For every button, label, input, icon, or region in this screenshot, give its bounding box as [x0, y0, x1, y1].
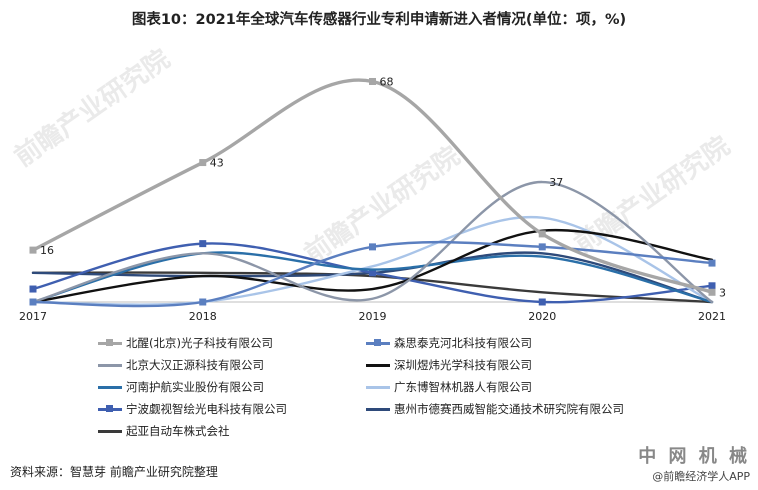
data-point: [199, 159, 207, 167]
legend-item: 森思泰克河北科技有限公司: [366, 334, 532, 352]
x-tick-label: 2017: [19, 310, 47, 323]
legend-swatch: [366, 385, 390, 389]
legend-item: 起亚自动车株式会社: [98, 422, 230, 440]
legend-swatch: [98, 385, 122, 389]
legend-label: 河南护航实业股份有限公司: [126, 380, 264, 394]
brand-logo: 中 网 机 械 @前瞻经济学人APP: [638, 442, 750, 484]
series-line: [31, 251, 714, 304]
legend-swatch: [98, 405, 122, 412]
x-tick-label: 2019: [359, 310, 387, 323]
x-tick-label: 2018: [189, 310, 217, 323]
legend-swatch: [366, 407, 390, 411]
legend-swatch: [98, 429, 122, 433]
data-point: [369, 77, 376, 85]
series-line: [31, 228, 714, 304]
legend-label: 深圳煜炜光学科技有限公司: [394, 358, 532, 372]
data-point: [538, 230, 546, 238]
legend-swatch: [366, 363, 390, 367]
data-point: [29, 285, 37, 293]
brand-name: 中 网 机 械: [638, 446, 750, 467]
legend-label: 北醒(北京)光子科技有限公司: [126, 336, 273, 350]
legend-swatch: [366, 339, 390, 346]
x-tick-label: 2021: [698, 310, 726, 323]
legend-label: 北京大汉正源科技有限公司: [126, 358, 264, 372]
data-point: [199, 298, 207, 306]
data-point: [29, 246, 37, 254]
legend-item: 广东博智林机器人有限公司: [366, 378, 532, 396]
x-tick-label: 2020: [528, 310, 556, 323]
data-point: [538, 243, 546, 251]
legend-swatch: [98, 363, 122, 367]
data-label: 16: [40, 244, 54, 257]
legend-label: 宁波觑视智绘光电科技有限公司: [126, 402, 287, 416]
data-point: [369, 269, 376, 277]
legend-swatch: [98, 339, 122, 346]
legend-marker: [374, 339, 381, 346]
chart-title: 图表10：2021年全球汽车传感器行业专利申请新进入者情况(单位：项，%): [131, 12, 627, 28]
legend-item: 惠州市德赛西威智能交通技术研究院有限公司: [366, 400, 624, 418]
data-point: [708, 282, 716, 290]
legend-marker: [106, 405, 113, 412]
source-note: 资料来源：智慧芽 前瞻产业研究院整理: [10, 465, 218, 479]
data-point: [369, 243, 376, 251]
legend-item: 宁波觑视智绘光电科技有限公司: [98, 400, 287, 418]
data-point: [199, 240, 207, 248]
data-point: [538, 298, 546, 306]
legend-item: 深圳煜炜光学科技有限公司: [366, 356, 532, 374]
legend-item: 北醒(北京)光子科技有限公司: [98, 334, 273, 352]
data-label: 3: [719, 286, 726, 299]
data-point: [29, 298, 37, 306]
data-point: [708, 259, 716, 267]
legend-marker: [106, 339, 113, 346]
legend-label: 惠州市德赛西威智能交通技术研究院有限公司: [394, 402, 624, 416]
legend-label: 广东博智林机器人有限公司: [394, 380, 532, 394]
legend-item: 北京大汉正源科技有限公司: [98, 356, 264, 374]
brand-app-handle: @前瞻经济学人APP: [652, 470, 750, 483]
data-point: [708, 288, 716, 296]
series-line: [31, 215, 714, 306]
data-label: 37: [549, 176, 563, 189]
legend-label: 森思泰克河北科技有限公司: [394, 336, 532, 350]
data-label: 68: [380, 75, 394, 88]
data-label: 43: [210, 157, 224, 170]
line-chart: 2017 2018 2019 2020 2021 37 16 43 68 3: [19, 75, 726, 323]
legend-label: 起亚自动车株式会社: [126, 424, 230, 438]
legend-item: 河南护航实业股份有限公司: [98, 378, 264, 396]
series-line: [31, 78, 714, 294]
series-line: [31, 251, 714, 304]
series-line: [31, 180, 714, 304]
